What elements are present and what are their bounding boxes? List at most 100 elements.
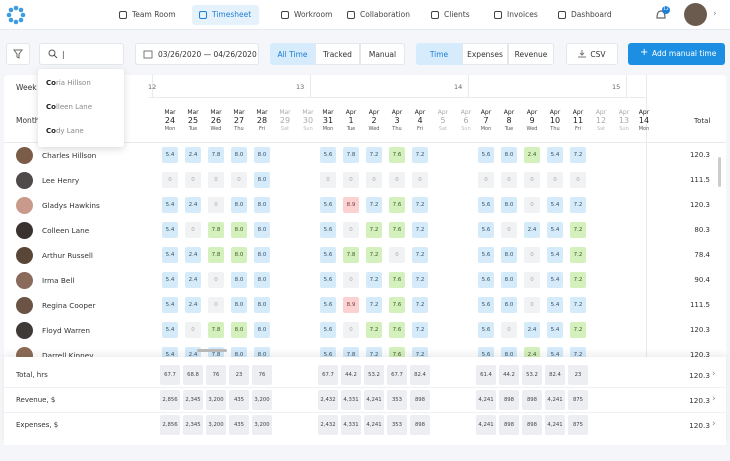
time-cell[interactable]: 0	[524, 272, 540, 288]
time-cell[interactable]: 5.4	[547, 347, 563, 360]
time-cell[interactable]: 8.0	[254, 247, 270, 263]
time-cell[interactable]: 0	[343, 222, 359, 238]
view-tab[interactable]: Expenses	[462, 43, 508, 65]
time-cell[interactable]: 5.4	[162, 222, 178, 238]
nav-item[interactable]: Dashboard	[551, 5, 620, 25]
time-cell[interactable]: 7.2	[412, 297, 428, 313]
time-cell[interactable]: 2.4	[524, 347, 540, 360]
filter-tab[interactable]: Tracked	[315, 43, 360, 65]
time-cell[interactable]: 2.4	[185, 297, 201, 313]
time-cell[interactable]: 0	[389, 172, 405, 188]
time-cell[interactable]: 5.4	[547, 197, 563, 213]
time-cell[interactable]: 5.6	[478, 347, 494, 360]
bell-icon[interactable]	[654, 8, 668, 22]
time-cell[interactable]: 7.8	[343, 147, 359, 163]
time-cell[interactable]: 5.4	[547, 147, 563, 163]
time-cell[interactable]: 0	[208, 197, 224, 213]
search-input[interactable]: |	[39, 43, 124, 65]
time-cell[interactable]: 0	[343, 172, 359, 188]
date-range[interactable]: 03/26/2020 — 04/26/2020	[135, 43, 259, 65]
time-cell[interactable]: 8.9	[343, 197, 359, 213]
time-cell[interactable]: 0	[501, 172, 517, 188]
time-cell[interactable]: 8.0	[254, 172, 270, 188]
time-cell[interactable]: 8.0	[231, 222, 247, 238]
time-cell[interactable]: 7.2	[412, 272, 428, 288]
time-cell[interactable]: 5.4	[162, 347, 178, 360]
time-cell[interactable]: 7.8	[343, 347, 359, 360]
time-cell[interactable]: 8.0	[501, 297, 517, 313]
time-cell[interactable]: 8.0	[231, 247, 247, 263]
time-cell[interactable]: 5.4	[547, 247, 563, 263]
time-cell[interactable]: 0	[389, 247, 405, 263]
time-cell[interactable]: 5.6	[478, 322, 494, 338]
suggestion[interactable]: Colleen Lane	[46, 103, 92, 111]
time-cell[interactable]: 5.4	[547, 297, 563, 313]
time-cell[interactable]: 8.0	[231, 322, 247, 338]
time-cell[interactable]: 8.0	[254, 222, 270, 238]
time-cell[interactable]: 7.8	[208, 322, 224, 338]
time-cell[interactable]: 5.6	[320, 347, 336, 360]
time-cell[interactable]: 7.2	[570, 297, 586, 313]
time-cell[interactable]: 5.4	[162, 272, 178, 288]
nav-item[interactable]: Clients	[424, 5, 478, 25]
view-tab[interactable]: Revenue	[508, 43, 554, 65]
time-cell[interactable]: 0	[501, 322, 517, 338]
time-cell[interactable]: 8.0	[231, 297, 247, 313]
time-cell[interactable]: 7.2	[412, 222, 428, 238]
time-cell[interactable]: 0	[366, 172, 382, 188]
time-cell[interactable]: 8.0	[254, 197, 270, 213]
time-cell[interactable]: 5.4	[162, 197, 178, 213]
time-cell[interactable]: 5.6	[478, 197, 494, 213]
summary-arrow[interactable]: ›	[712, 419, 716, 429]
time-cell[interactable]: 7.2	[366, 222, 382, 238]
time-cell[interactable]: 7.2	[366, 272, 382, 288]
time-cell[interactable]: 7.8	[208, 147, 224, 163]
time-cell[interactable]: 5.6	[320, 197, 336, 213]
time-cell[interactable]: 0	[524, 197, 540, 213]
suggestion[interactable]: Cody Lane	[46, 127, 84, 135]
time-cell[interactable]: 8.0	[231, 272, 247, 288]
time-cell[interactable]: 0	[501, 222, 517, 238]
time-cell[interactable]: 7.2	[366, 322, 382, 338]
time-cell[interactable]: 0	[343, 272, 359, 288]
time-cell[interactable]: 0	[185, 222, 201, 238]
time-cell[interactable]: 8.0	[254, 322, 270, 338]
summary-arrow[interactable]: ›	[712, 394, 716, 404]
time-cell[interactable]: 2.4	[524, 222, 540, 238]
time-cell[interactable]: 5.4	[547, 322, 563, 338]
time-cell[interactable]: 5.4	[162, 147, 178, 163]
time-cell[interactable]: 0	[570, 172, 586, 188]
time-cell[interactable]: 7.6	[389, 297, 405, 313]
nav-item[interactable]: Invoices	[487, 5, 546, 25]
time-cell[interactable]: 7.2	[366, 147, 382, 163]
suggestion[interactable]: Coria Hillson	[46, 79, 91, 87]
time-cell[interactable]: 7.6	[389, 147, 405, 163]
time-cell[interactable]: 7.2	[570, 147, 586, 163]
menu-arrow[interactable]: ›	[713, 9, 717, 19]
time-cell[interactable]: 7.2	[570, 222, 586, 238]
summary-arrow[interactable]: ›	[712, 369, 716, 379]
time-cell[interactable]: 7.6	[389, 322, 405, 338]
view-tab[interactable]: Time	[416, 43, 462, 65]
time-cell[interactable]: 7.8	[208, 222, 224, 238]
time-cell[interactable]: 8.0	[254, 147, 270, 163]
time-cell[interactable]: 5.6	[320, 297, 336, 313]
time-cell[interactable]: 8.0	[501, 197, 517, 213]
time-cell[interactable]: 7.2	[412, 322, 428, 338]
time-cell[interactable]: 5.6	[478, 272, 494, 288]
time-cell[interactable]: 0	[162, 172, 178, 188]
time-cell[interactable]: 0	[208, 172, 224, 188]
time-cell[interactable]: 0	[478, 172, 494, 188]
time-cell[interactable]: 8.0	[254, 272, 270, 288]
time-cell[interactable]: 0	[547, 172, 563, 188]
time-cell[interactable]: 7.6	[389, 272, 405, 288]
time-cell[interactable]: 0	[185, 322, 201, 338]
time-cell[interactable]: 7.6	[389, 222, 405, 238]
time-cell[interactable]: 5.4	[547, 272, 563, 288]
time-cell[interactable]: 5.4	[162, 247, 178, 263]
time-cell[interactable]: 8.0	[254, 297, 270, 313]
time-cell[interactable]: 5.6	[320, 247, 336, 263]
nav-item[interactable]: Team Room	[112, 5, 184, 25]
nav-item[interactable]: Collaboration	[340, 5, 418, 25]
time-cell[interactable]: 8.0	[231, 347, 247, 360]
